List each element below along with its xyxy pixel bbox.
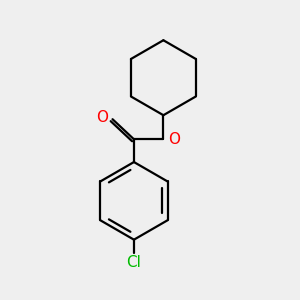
Text: O: O	[97, 110, 109, 125]
Text: Cl: Cl	[127, 255, 141, 270]
Text: O: O	[168, 132, 180, 147]
